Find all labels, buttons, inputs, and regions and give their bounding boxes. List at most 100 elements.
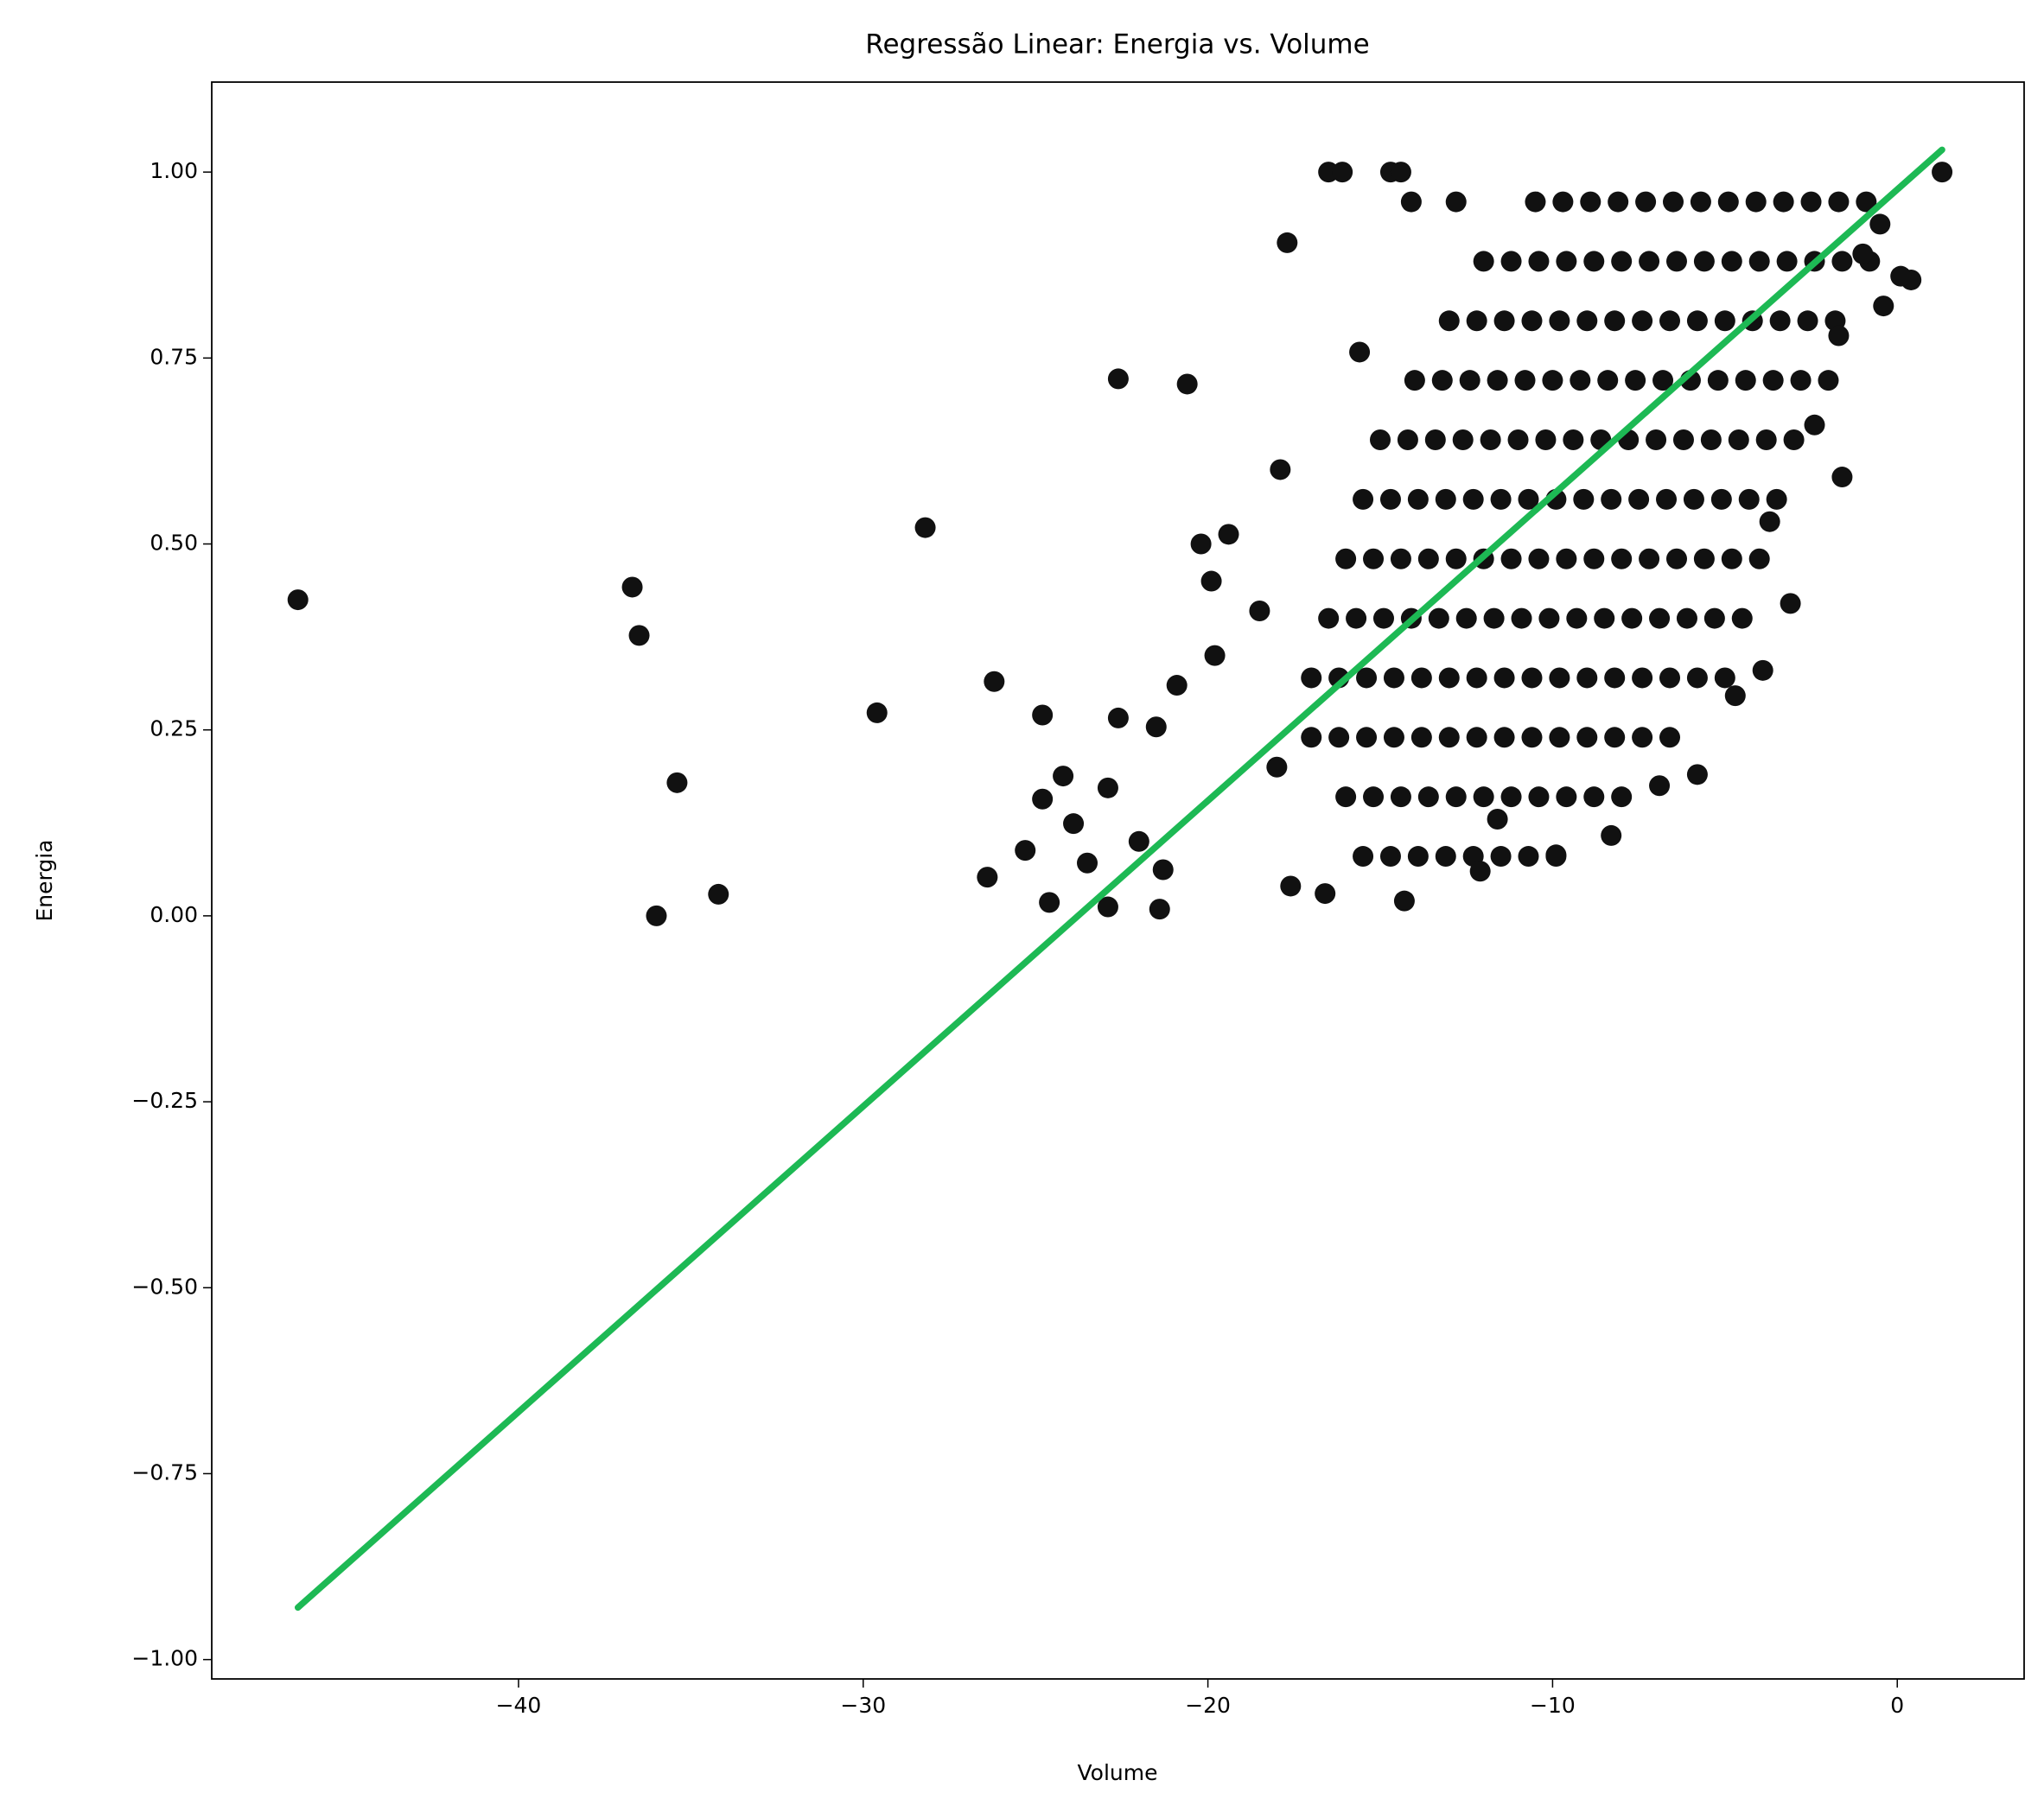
point [1445,548,1467,569]
point [1518,846,1539,868]
point [1762,370,1784,391]
point [1659,667,1681,689]
point [1538,607,1560,629]
point [1663,191,1684,213]
point [1455,607,1477,629]
point [1280,875,1302,897]
point [1487,370,1508,391]
point [984,671,1005,692]
point [914,517,936,538]
point [1611,786,1633,808]
point [1797,310,1818,332]
plot-frame [211,81,2025,1680]
point [1566,607,1588,629]
point [1601,488,1622,510]
y-tick-label: −0.25 [131,1088,198,1113]
point [1580,191,1601,213]
point [1332,162,1353,183]
point [1583,548,1605,569]
point [1549,667,1570,689]
point [1601,824,1622,846]
point [1869,213,1891,235]
point [1707,370,1729,391]
point [1552,191,1574,213]
point [1625,370,1646,391]
point [1683,488,1704,510]
point [1542,370,1563,391]
point [1659,310,1681,332]
point [1490,846,1512,868]
point [1063,813,1085,835]
point [1528,251,1550,272]
point [1649,607,1671,629]
point [1445,786,1467,808]
point [1828,325,1850,347]
point [1393,890,1415,912]
point [1759,511,1780,532]
chart-title: Regressão Linear: Energia vs. Volume [865,29,1369,60]
point [1693,251,1715,272]
point [1665,548,1687,569]
point [1632,727,1653,748]
point [1717,191,1739,213]
point [1363,548,1385,569]
point [1686,310,1708,332]
point [1353,846,1374,868]
point [1166,675,1188,696]
point [1731,607,1753,629]
point [1500,548,1522,569]
point [1349,341,1371,363]
point [1556,548,1577,569]
point [1804,414,1825,436]
point [646,905,667,926]
point [1831,251,1853,272]
point [1703,607,1725,629]
point [1015,840,1036,861]
y-tick-label: −0.50 [131,1274,198,1299]
point [1714,310,1735,332]
point [1632,667,1653,689]
point [1438,727,1460,748]
y-tick-label: 0.50 [150,531,198,556]
point [1721,548,1742,569]
point [1363,786,1385,808]
point [1856,191,1877,213]
point [1576,310,1598,332]
point [1249,600,1270,621]
point [1549,727,1570,748]
point [1646,429,1667,451]
point [1097,896,1118,918]
point [1356,727,1378,748]
point [621,576,643,598]
point [1728,429,1749,451]
x-tick-label: −30 [840,1693,886,1718]
point [1493,310,1515,332]
point [1690,191,1711,213]
point [1818,370,1839,391]
point [1521,310,1543,332]
point [1525,191,1546,213]
x-tick-label: −40 [496,1693,542,1718]
x-tick-label: 0 [1890,1693,1904,1718]
point [1776,251,1798,272]
point [1318,607,1340,629]
point [1507,429,1529,451]
point [1397,429,1418,451]
point [1783,429,1805,451]
point [1511,607,1532,629]
point [1277,232,1298,253]
point [1635,191,1657,213]
point [1780,593,1801,614]
point [1335,548,1357,569]
point [1828,191,1850,213]
point [1604,727,1626,748]
point [1594,607,1615,629]
point [1628,488,1650,510]
point [1417,786,1439,808]
point [1424,429,1446,451]
point [1032,788,1054,810]
point [1500,251,1522,272]
point [1204,645,1226,666]
point [1556,251,1577,272]
point [708,883,729,905]
